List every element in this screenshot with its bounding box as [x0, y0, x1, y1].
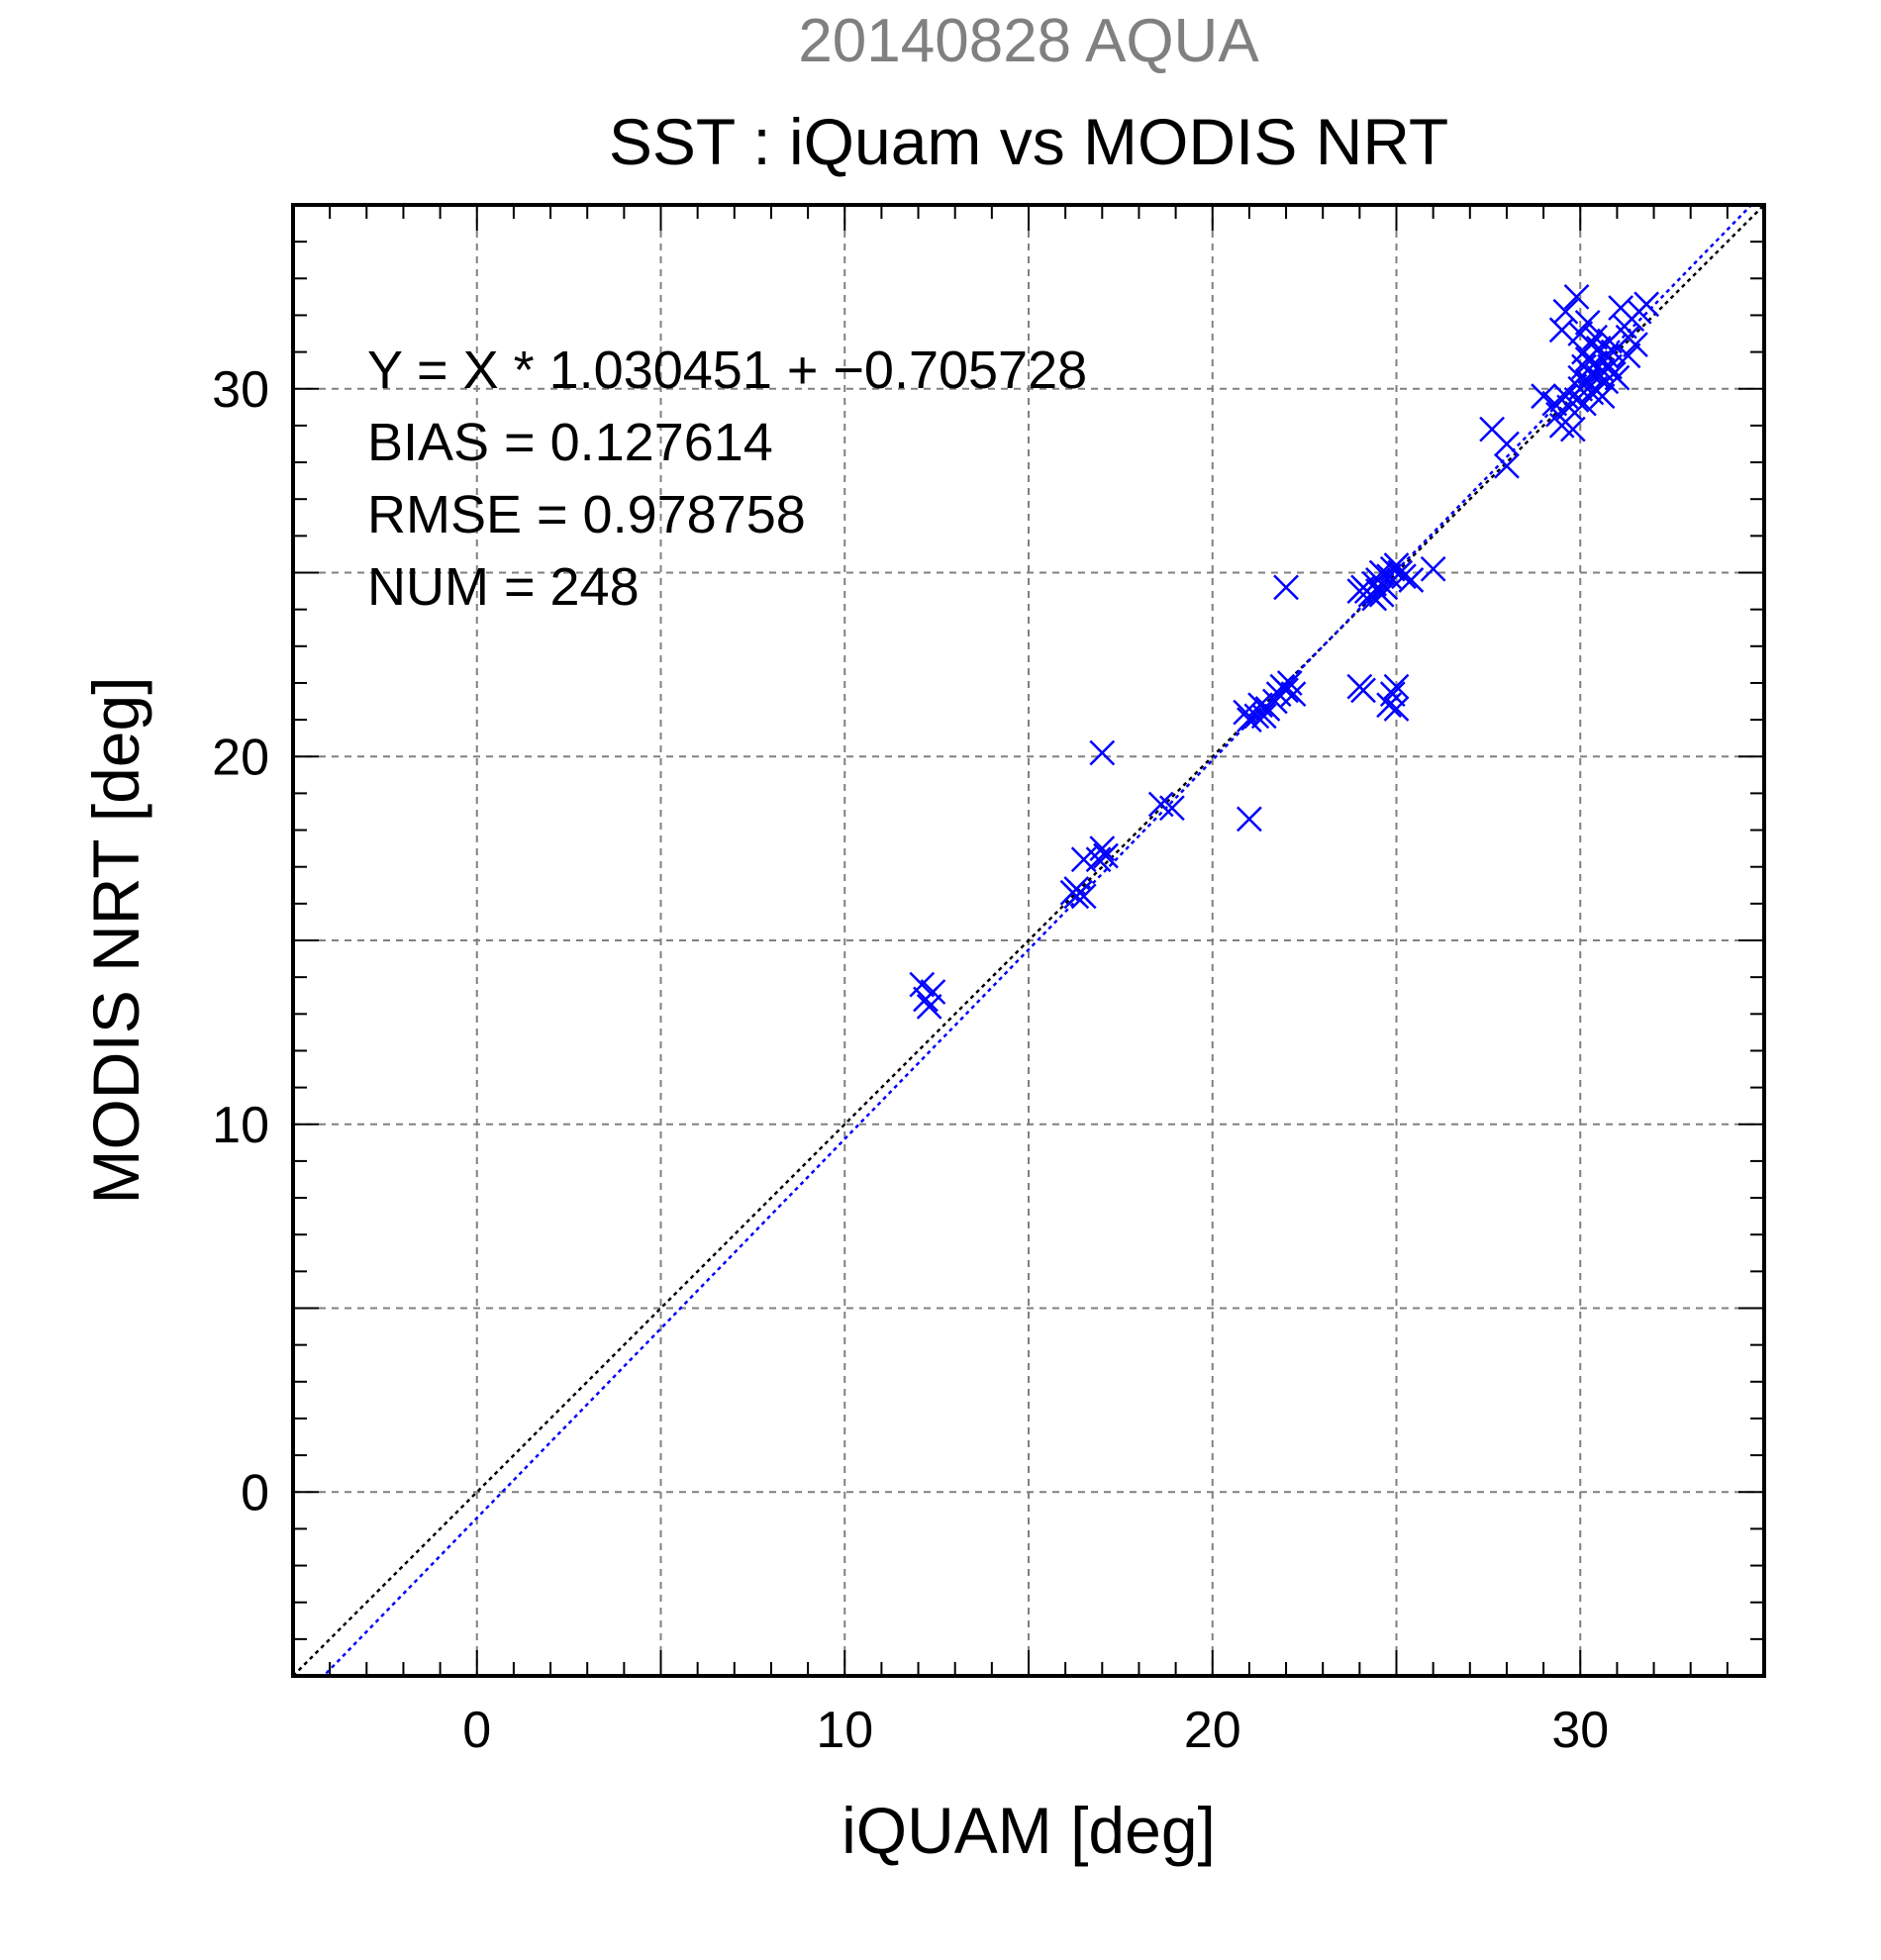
plot-frame [291, 203, 1766, 1678]
data-point [920, 979, 946, 1005]
data-point [1368, 581, 1395, 608]
data-point [1571, 390, 1597, 417]
data-point [1563, 283, 1590, 310]
y-tick-labels: 0 10 20 30 [212, 361, 269, 1522]
data-point [1391, 563, 1417, 590]
x-tick-label: 10 [816, 1702, 873, 1759]
data-point [916, 993, 942, 1020]
y-axis-label: MODIS NRT [deg] [79, 676, 152, 1204]
data-point [1383, 696, 1410, 722]
data-point [1578, 379, 1605, 406]
data-point [1350, 677, 1376, 704]
axis-ticks [293, 205, 1764, 1676]
data-point [1280, 681, 1307, 707]
data-point [1634, 291, 1660, 318]
data-point [1615, 343, 1641, 369]
data-point [1567, 321, 1594, 346]
stats-line: Y = X * 1.030451 + −0.705728 [367, 341, 1087, 400]
x-tick-label: 20 [1184, 1702, 1241, 1759]
data-point [1531, 383, 1556, 410]
data-point [1383, 673, 1410, 700]
x-tick-labels: 0 10 20 30 [462, 1702, 1609, 1759]
y-tick-label: 30 [212, 361, 269, 419]
data-points [909, 283, 1660, 1020]
grid-lines [293, 205, 1764, 1676]
stats-line: RMSE = 0.978758 [367, 485, 806, 544]
chart-supertitle: 20140828 AQUA [798, 7, 1259, 75]
fit-line [322, 205, 1753, 1676]
data-point [1548, 317, 1575, 343]
data-point [1552, 298, 1579, 325]
data-point [1093, 842, 1119, 869]
data-point [1582, 324, 1608, 350]
data-point [1379, 681, 1406, 707]
data-point [1273, 574, 1299, 601]
x-axis-label: iQUAM [deg] [842, 1794, 1216, 1867]
data-point [1597, 353, 1623, 380]
data-point [1563, 387, 1590, 413]
y-tick-label: 20 [212, 729, 269, 786]
data-point [1559, 416, 1586, 442]
data-point [1089, 835, 1116, 862]
data-point [1604, 364, 1631, 391]
chart-title: SST : iQuam vs MODIS NRT [609, 105, 1448, 178]
identity-line [293, 205, 1764, 1676]
y-tick-label: 10 [212, 1097, 269, 1154]
stats-line: NUM = 248 [367, 557, 640, 617]
data-point [1398, 567, 1425, 593]
stats-annotations: Y = X * 1.030451 + −0.705728 BIAS = 0.127… [367, 341, 1087, 617]
data-point [1159, 795, 1185, 822]
data-point [1089, 739, 1116, 766]
data-point [1574, 309, 1601, 336]
data-point [1237, 806, 1262, 833]
stats-line: BIAS = 0.127614 [367, 413, 773, 472]
data-point [1623, 332, 1648, 358]
data-point [1494, 431, 1520, 457]
x-tick-label: 30 [1551, 1702, 1609, 1759]
data-point [1063, 876, 1090, 902]
data-point [1237, 707, 1262, 733]
y-tick-label: 0 [241, 1464, 269, 1521]
data-point [1420, 555, 1446, 582]
data-point [1494, 452, 1520, 479]
reference-lines [293, 205, 1764, 1676]
data-point [1273, 677, 1299, 704]
x-tick-label: 0 [462, 1702, 491, 1759]
data-point [909, 971, 936, 998]
data-point [1250, 703, 1277, 730]
